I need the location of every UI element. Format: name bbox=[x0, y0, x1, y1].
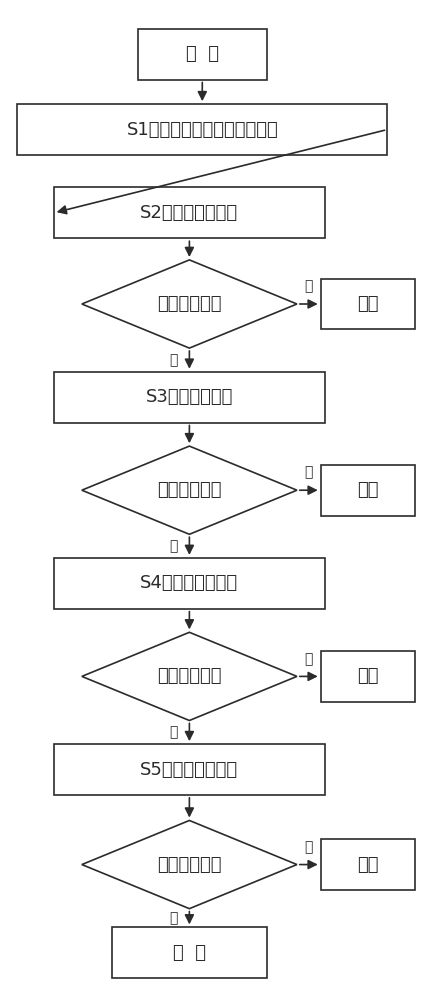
Text: 是否符合要求: 是否符合要求 bbox=[157, 856, 221, 874]
Text: 是: 是 bbox=[169, 725, 177, 739]
Text: S3：摩擦力试验: S3：摩擦力试验 bbox=[145, 388, 233, 406]
FancyBboxPatch shape bbox=[54, 558, 324, 609]
FancyBboxPatch shape bbox=[320, 839, 414, 890]
Text: S1：获得评定材料的初始参数: S1：获得评定材料的初始参数 bbox=[126, 121, 278, 139]
Text: 否: 否 bbox=[304, 279, 312, 293]
Polygon shape bbox=[81, 260, 296, 348]
FancyBboxPatch shape bbox=[17, 104, 386, 155]
Text: 否: 否 bbox=[304, 652, 312, 666]
Text: 淡汰: 淡汰 bbox=[357, 295, 378, 313]
FancyBboxPatch shape bbox=[54, 372, 324, 423]
FancyBboxPatch shape bbox=[54, 187, 324, 238]
Text: 是: 是 bbox=[169, 353, 177, 367]
FancyBboxPatch shape bbox=[54, 744, 324, 795]
FancyBboxPatch shape bbox=[112, 927, 266, 978]
Text: 是: 是 bbox=[169, 539, 177, 553]
FancyBboxPatch shape bbox=[320, 465, 414, 516]
Polygon shape bbox=[81, 632, 296, 720]
Polygon shape bbox=[81, 446, 296, 534]
FancyBboxPatch shape bbox=[320, 651, 414, 702]
FancyBboxPatch shape bbox=[320, 279, 414, 329]
Text: 是否符合要求: 是否符合要求 bbox=[157, 295, 221, 313]
Text: 淡汰: 淡汰 bbox=[357, 856, 378, 874]
Text: 是否符合要求: 是否符合要求 bbox=[157, 481, 221, 499]
Text: 结  束: 结 束 bbox=[173, 944, 205, 962]
Polygon shape bbox=[81, 820, 296, 909]
Text: 否: 否 bbox=[304, 840, 312, 854]
Text: 否: 否 bbox=[304, 466, 312, 480]
Text: 是: 是 bbox=[169, 911, 177, 925]
Text: 开  始: 开 始 bbox=[185, 45, 218, 63]
Text: S4：摩擦特性试验: S4：摩擦特性试验 bbox=[140, 574, 238, 592]
Text: S2：竖向承压试验: S2：竖向承压试验 bbox=[140, 204, 238, 222]
FancyBboxPatch shape bbox=[138, 29, 266, 80]
Text: 淡汰: 淡汰 bbox=[357, 481, 378, 499]
Text: S5：长程摩擦试验: S5：长程摩擦试验 bbox=[140, 760, 238, 778]
Text: 淡汰: 淡汰 bbox=[357, 667, 378, 685]
Text: 是否符合要求: 是否符合要求 bbox=[157, 667, 221, 685]
